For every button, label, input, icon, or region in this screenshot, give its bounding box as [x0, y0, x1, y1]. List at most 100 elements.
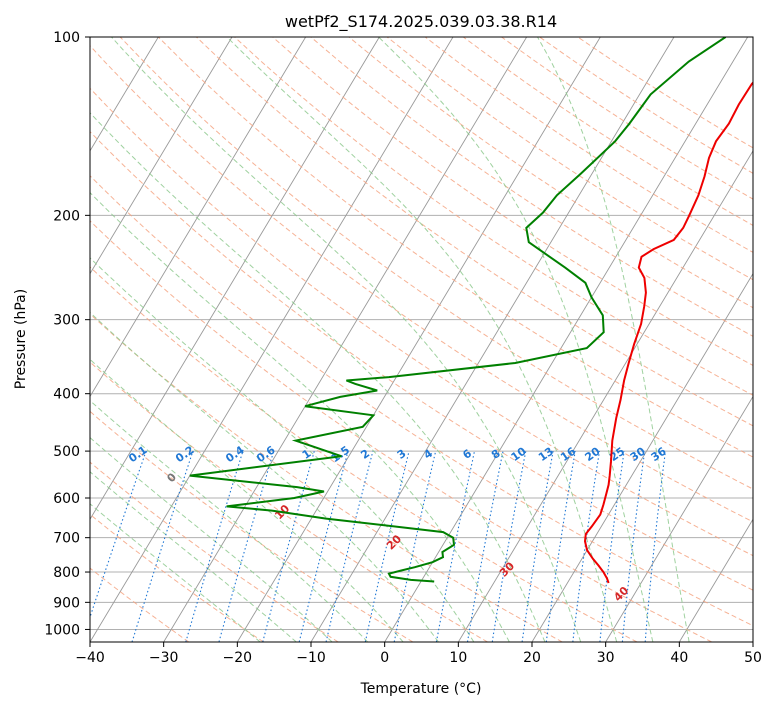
moist-adiabat-line: [226, 37, 618, 642]
dry-adiabat-line: [424, 37, 753, 253]
y-tick-label: 100: [53, 30, 80, 46]
mixing-ratio-label: 0.6: [254, 443, 278, 465]
x-tick-label: −30: [149, 650, 179, 666]
dry-adiabat-line: [90, 87, 753, 557]
mixing-ratio-line: [393, 450, 437, 642]
mixing-ratio-label: 0.4: [223, 443, 247, 465]
y-tick-label: 600: [53, 491, 80, 507]
y-tick-label: 900: [53, 595, 80, 611]
mixing-ratio-label: 13: [536, 445, 556, 464]
dry-adiabat-label: 20: [384, 532, 404, 552]
dry-adiabat-line: [90, 44, 753, 523]
y-tick-label: 400: [53, 387, 80, 403]
mixing-ratio-line: [262, 450, 315, 642]
moist-adiabat-line: [90, 191, 510, 642]
moist-adiabat-line: [90, 311, 439, 642]
data-series: [189, 37, 753, 584]
isotherm-gridline: [457, 150, 753, 642]
moist-adiabat-line: [90, 358, 404, 642]
x-axis-label: Temperature (°C): [360, 681, 482, 697]
dry-adiabat-line: [119, 37, 753, 490]
moist-adiabat-line: [111, 37, 582, 642]
dry-adiabat-line: [90, 410, 414, 642]
dry-adiabat-line: [90, 461, 339, 642]
isotherm-gridline: [90, 37, 159, 152]
y-tick-label: 300: [53, 313, 80, 329]
isotherm-gridline: [90, 37, 454, 642]
mixing-ratio-label: 36: [649, 444, 669, 464]
moist-adiabat-line: [90, 257, 475, 642]
mixing-ratio-line: [131, 450, 194, 642]
x-tick-label: 0: [380, 650, 389, 666]
y-tick-label: 800: [53, 565, 80, 581]
mixing-ratio-label: 4: [421, 447, 435, 462]
mixing-ratio-line: [185, 450, 244, 642]
isotherm-gridline: [531, 272, 753, 642]
mixing-ratio-label: 20: [583, 444, 603, 464]
mixing-ratio-line: [521, 451, 554, 642]
mixing-ratio-label: 1.5: [329, 443, 352, 465]
mixing-ratio-label: 2: [358, 447, 372, 462]
isotherm-gridline: [384, 37, 749, 642]
mixing-ratio-label: 10: [509, 444, 529, 464]
dry-adiabat-label: 30: [497, 559, 517, 579]
mixing-ratio-label: 0.2: [173, 443, 196, 465]
y-tick-label: 700: [53, 531, 80, 547]
chart-title: wetPf2_S174.2025.039.03.38.R14: [285, 12, 557, 32]
isotherm-gridline: [605, 395, 753, 642]
dewpoint-profile-line: [189, 37, 727, 583]
plot-frame: [89, 36, 754, 643]
x-tick-label: 50: [744, 650, 762, 666]
temperature-profile-line: [583, 81, 753, 584]
x-tick-label: −20: [223, 650, 253, 666]
isotherm-gridline: [752, 641, 753, 642]
dry-adiabat-line: [196, 37, 753, 427]
y-tick-label: 500: [53, 444, 80, 460]
mixing-ratio-line: [364, 450, 410, 642]
dry-adiabat-line: [90, 175, 753, 627]
mixing-ratio-line: [298, 450, 349, 642]
dry-adiabat-line: [539, 37, 753, 174]
mixing-ratio-line: [218, 450, 275, 642]
mixing-ratio-line: [599, 451, 625, 642]
dry-adiabat-line: [90, 313, 563, 642]
dry-adiabat-line: [90, 130, 753, 591]
dry-adiabat-line: [348, 37, 753, 309]
x-tick-label: 40: [670, 650, 688, 666]
x-tick-label: 30: [597, 650, 615, 666]
moist-adiabat-line: [537, 37, 690, 642]
y-axis-ticks: 100 200 300 400 500 600 700 800 900 1000: [44, 30, 90, 638]
x-tick-label: 10: [449, 650, 467, 666]
mixing-ratio-label: 3: [395, 447, 409, 462]
isotherm-gridline: [678, 518, 753, 642]
background-lines: [0, 37, 753, 642]
isotherm-gridline: [236, 37, 601, 642]
dry-adiabat-line: [90, 361, 488, 642]
moist-adiabat-line: [90, 503, 261, 642]
x-tick-label: 20: [523, 650, 541, 666]
dry-adiabat-label: 40: [611, 584, 631, 604]
y-axis-label: Pressure (hPa): [13, 289, 29, 389]
isotherm-gridline: [163, 37, 528, 642]
moist-adiabat-line: [90, 471, 297, 642]
mixing-ratio-label: 6: [460, 447, 474, 462]
mixing-ratio-line: [572, 451, 601, 642]
mixing-ratio-line: [621, 451, 646, 642]
mixing-ratio-label: 30: [628, 444, 648, 464]
moist-adiabat-line: [90, 436, 333, 642]
dry-adiabat-line: [90, 266, 638, 642]
isotherm-gridline: [0, 37, 11, 642]
x-tick-label: −10: [296, 650, 326, 666]
mixing-ratio-line: [466, 450, 504, 642]
mixing-ratio-line: [644, 451, 666, 642]
isotherm-gridline: [90, 37, 307, 398]
dry-adiabat-line: [90, 513, 264, 642]
dry-adiabat-line: [310, 37, 753, 337]
isotherm-gridline: [90, 37, 233, 275]
line-labels: 0.10.20.40.611.52346810131620253036-100-…: [126, 443, 669, 604]
moist-adiabat-line: [90, 399, 369, 642]
isotherm-gridline: [90, 37, 380, 521]
mixing-ratio-label: 0.1: [126, 443, 149, 465]
y-tick-label: 1000: [44, 622, 80, 638]
